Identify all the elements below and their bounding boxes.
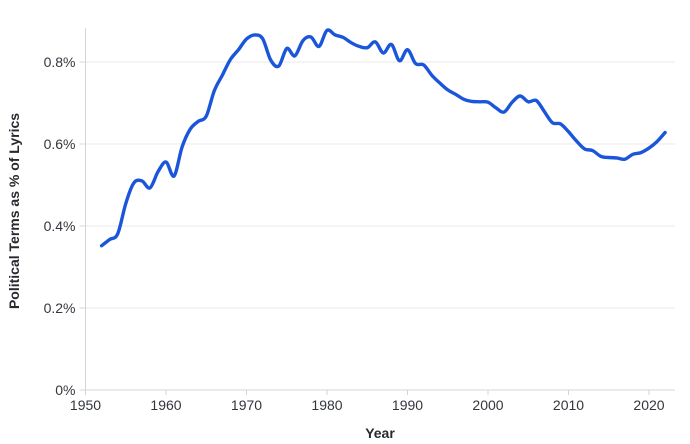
data-line-Political terms as % of lyrics: [99, 28, 667, 248]
y-tick-label-0.8%: 0.8%: [44, 54, 76, 70]
x-tick-label-1970: 1970: [231, 397, 262, 413]
x-tick-label-1960: 1960: [150, 397, 181, 413]
y-tick-label-0.2%: 0.2%: [44, 300, 76, 316]
y-axis-title: Political Terms as % of Lyrics: [6, 112, 22, 310]
x-tick-label-1980: 1980: [311, 397, 342, 413]
x-tick-label-2020: 2020: [633, 397, 664, 413]
x-tick-label-1950: 1950: [70, 397, 101, 413]
x-axis-title: Year: [365, 425, 395, 441]
x-tick-label-2010: 2010: [553, 397, 584, 413]
y-tick-label-0.6%: 0.6%: [44, 136, 76, 152]
x-tick-label-2000: 2000: [472, 397, 503, 413]
y-tick-label-0%: 0%: [55, 382, 75, 398]
x-tick-label-1990: 1990: [392, 397, 423, 413]
y-tick-label-0.4%: 0.4%: [44, 218, 76, 234]
